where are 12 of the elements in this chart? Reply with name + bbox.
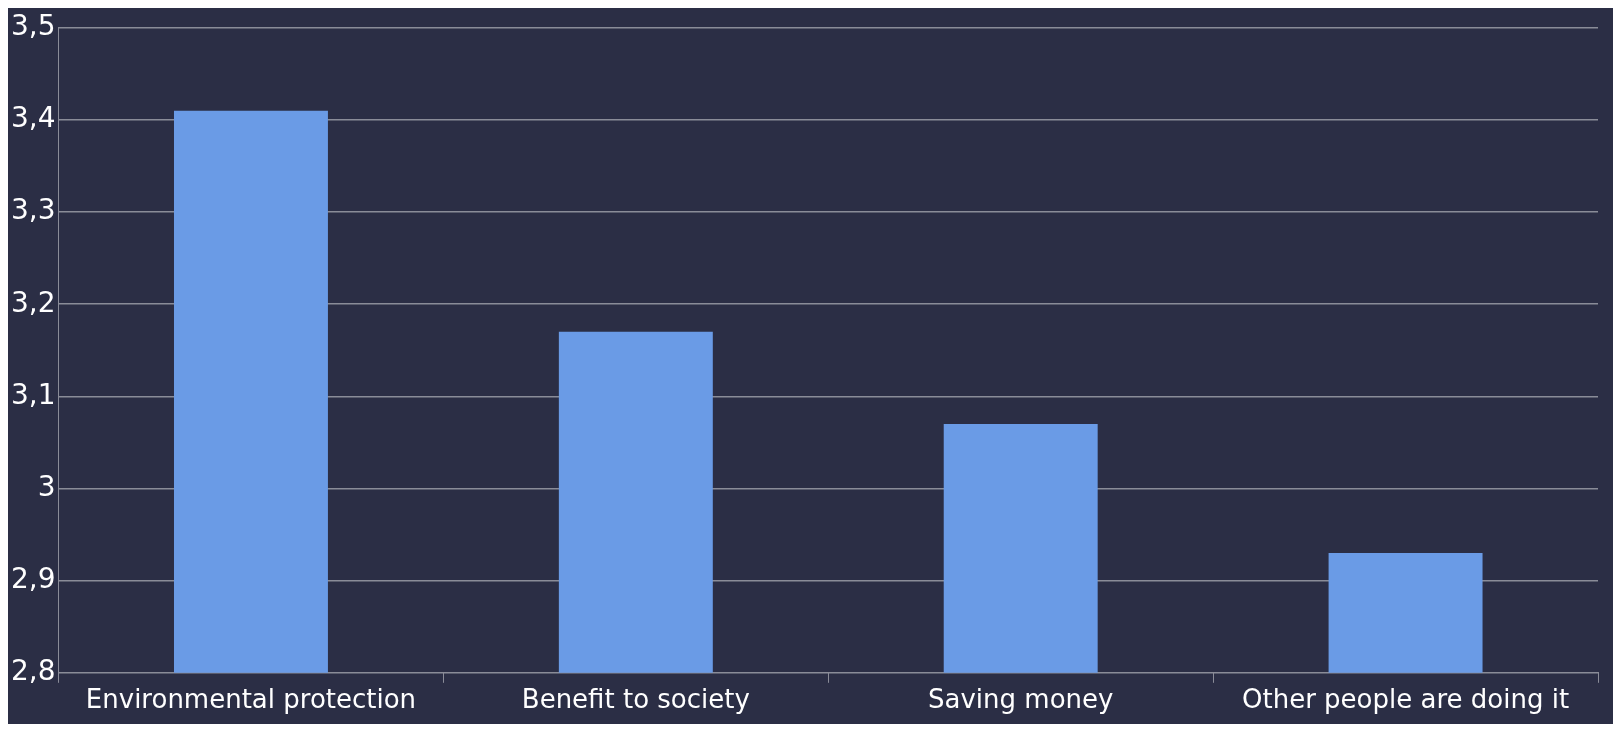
y-tick-label: 2,9 xyxy=(11,561,56,595)
x-tick-label: Other people are doing it xyxy=(1242,684,1570,715)
y-tick-label: 3,2 xyxy=(11,285,56,319)
y-tick-label: 2,8 xyxy=(11,654,56,688)
y-tick-label: 3 xyxy=(37,469,56,503)
y-tick-label: 3,1 xyxy=(11,377,56,411)
y-tick-label: 3,5 xyxy=(11,9,56,43)
y-tick-label: 3,4 xyxy=(11,101,56,135)
x-tick-label: Saving money xyxy=(928,684,1114,715)
y-tick-label: 3,3 xyxy=(11,193,56,227)
x-tick-label: Environmental protection xyxy=(85,684,417,715)
x-tick-label: Benefit to society xyxy=(521,684,750,715)
